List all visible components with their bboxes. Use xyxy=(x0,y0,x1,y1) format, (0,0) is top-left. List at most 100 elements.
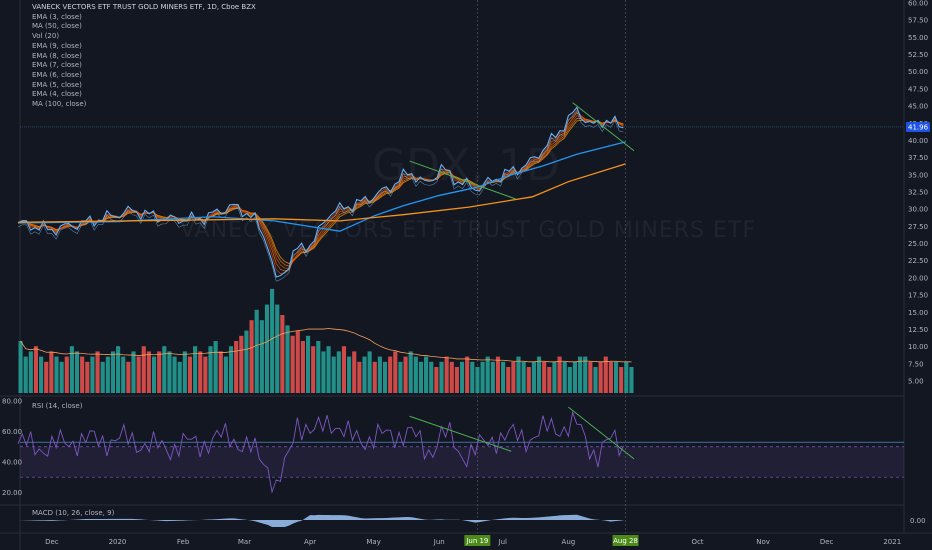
date-marker-badge xyxy=(464,535,491,546)
volume-bar xyxy=(105,356,110,393)
volume-bar xyxy=(136,356,141,393)
rsi-line xyxy=(17,410,624,494)
volume-bar xyxy=(223,356,228,393)
last-price-label: 41.96 xyxy=(908,123,929,131)
volume-bar xyxy=(270,289,275,393)
volume-bar xyxy=(629,367,634,393)
time-axis-tick-label: Apr xyxy=(304,538,316,546)
volume-bar xyxy=(388,356,393,393)
legend-indicator[interactable]: EMA (3, close) xyxy=(32,12,82,21)
volume-bar xyxy=(398,361,403,393)
volume-bar xyxy=(59,361,64,393)
volume-bar xyxy=(39,356,44,393)
price-axis-tick-label: 15.00 xyxy=(908,309,928,317)
volume-bar xyxy=(172,356,177,393)
volume-bar xyxy=(531,361,536,393)
price-axis-tick-label: 37.50 xyxy=(908,154,928,162)
price-axis-tick-label: 5.00 xyxy=(908,378,924,386)
macd-label[interactable]: MACD (10, 26, close, 9) xyxy=(32,509,115,517)
volume-bar xyxy=(157,351,162,393)
volume-bar xyxy=(588,361,593,393)
volume-bar xyxy=(254,309,259,393)
volume-bar xyxy=(521,361,526,393)
watermark-symbol: GDX, 1D xyxy=(372,140,560,191)
legend-indicator[interactable]: EMA (8, close) xyxy=(32,51,82,60)
volume-bar xyxy=(393,351,398,393)
volume-bar xyxy=(557,356,562,393)
volume-bar xyxy=(562,361,567,393)
price-axis-tick-label: 22.50 xyxy=(908,257,928,265)
volume-bar xyxy=(372,361,377,393)
volume-bar xyxy=(316,341,321,393)
legend-indicator[interactable]: EMA (6, close) xyxy=(32,70,82,79)
time-axis-tick-label: Dec xyxy=(820,538,834,546)
volume-bar xyxy=(69,346,74,393)
volume-bar xyxy=(495,356,501,393)
volume-bar xyxy=(305,335,311,393)
last-price-badge xyxy=(906,121,930,132)
volume-bar xyxy=(95,351,100,393)
volume-bar xyxy=(429,361,434,393)
volume-bar xyxy=(116,346,121,393)
volume-bar xyxy=(403,356,408,393)
volume-bar xyxy=(264,304,270,393)
ema-fan-line xyxy=(17,109,624,275)
price-line xyxy=(17,106,624,278)
volume-bar xyxy=(280,315,285,393)
volume-bar xyxy=(74,351,80,393)
volume-bar xyxy=(110,351,116,393)
volume-bar xyxy=(413,356,418,393)
volume-bar xyxy=(526,367,531,393)
volume-bar xyxy=(239,335,244,393)
volume-bar xyxy=(244,330,249,393)
price-legend: VANECK VECTORS ETF TRUST GOLD MINERS ETF… xyxy=(32,3,256,110)
macd-area xyxy=(18,514,624,527)
volume-bar xyxy=(285,325,290,393)
volume-bar xyxy=(619,367,624,393)
volume-bar xyxy=(516,356,521,393)
rsi-axis-tick-label: 80.00 xyxy=(2,398,22,406)
rsi-label[interactable]: RSI (14, close) xyxy=(32,402,83,410)
watermark-name: VANECK VECTORS ETF TRUST GOLD MINERS ETF xyxy=(180,218,756,243)
time-axis-tick-label: May xyxy=(366,538,380,546)
ema-fan-line xyxy=(17,115,624,269)
legend-indicator[interactable]: EMA (5, close) xyxy=(32,80,82,89)
legend-indicator[interactable]: EMA (4, close) xyxy=(32,90,82,99)
legend-indicator[interactable]: Vol (20) xyxy=(32,32,60,41)
price-axis-tick-label: 40.00 xyxy=(908,137,928,145)
ma50-line xyxy=(17,141,626,232)
legend-indicator[interactable]: MA (50, close) xyxy=(32,22,82,31)
legend-indicator[interactable]: EMA (9, close) xyxy=(32,41,82,50)
volume-bar xyxy=(228,346,234,393)
volume-bar xyxy=(439,361,444,393)
volume-bar xyxy=(80,356,85,393)
volume-bar xyxy=(54,356,59,393)
volume-bar xyxy=(18,341,23,393)
volume-bar xyxy=(100,361,105,393)
volume-bar xyxy=(511,361,516,393)
price-axis-tick-label: 10.00 xyxy=(908,343,928,351)
volume-bar xyxy=(567,367,572,393)
volume-bar xyxy=(23,356,28,393)
price-trendline xyxy=(572,102,635,152)
volume-bar xyxy=(187,356,193,393)
volume-bar xyxy=(357,361,362,393)
price-axis-tick-label: 30.00 xyxy=(908,206,928,214)
time-axis-tick-label: Jun xyxy=(433,538,445,546)
price-axis-tick-label: 47.50 xyxy=(908,85,928,93)
volume-bar xyxy=(362,356,367,393)
legend-indicator[interactable]: MA (100, close) xyxy=(32,100,87,109)
volume-bar xyxy=(449,361,454,393)
volume-bar xyxy=(131,351,136,393)
volume-bar xyxy=(218,351,223,393)
volume-bar xyxy=(613,361,619,393)
volume-bar xyxy=(454,367,459,393)
volume-bar xyxy=(490,361,495,393)
price-axis-tick-label: 45.00 xyxy=(908,103,928,111)
volume-bar xyxy=(465,356,470,393)
volume-bar xyxy=(259,320,264,393)
price-axis-tick-label: 7.50 xyxy=(908,360,924,368)
legend-indicator[interactable]: EMA (7, close) xyxy=(32,61,82,70)
volume-bar xyxy=(418,361,424,393)
